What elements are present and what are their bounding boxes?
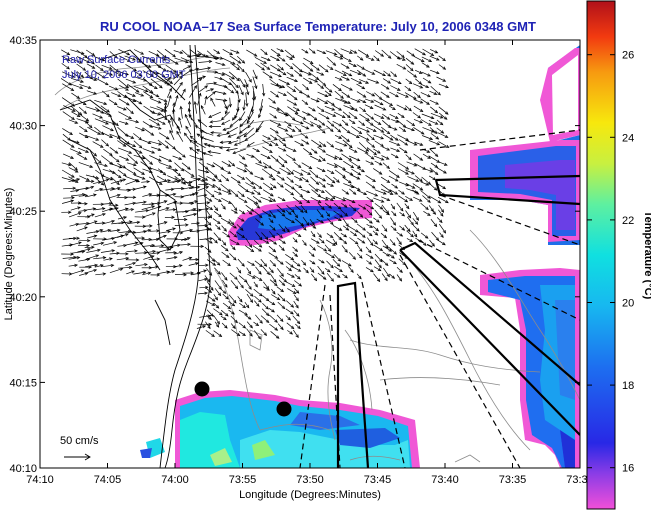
transect-lines: [299, 129, 580, 468]
station-marker: [194, 381, 210, 397]
x-tick-label: 73:55: [229, 474, 257, 486]
scale-label: 50 cm/s: [60, 435, 99, 447]
map-title: RU COOL NOAA–17 Sea Surface Temperature:…: [100, 19, 536, 34]
colorbar-tick-label: 16: [622, 463, 634, 475]
colorbar-tick-label: 20: [622, 297, 634, 309]
x-tick-label: 74:10: [26, 474, 54, 486]
x-tick-label: 73:35: [499, 474, 527, 486]
station-marker: [276, 401, 292, 417]
x-tick-label: 74:05: [94, 474, 122, 486]
y-tick-label: 40:15: [9, 377, 37, 389]
x-tick-label: 74:00: [161, 474, 189, 486]
colorbar-tick-label: 22: [622, 215, 634, 227]
y-axis-ticks: 40:35 40:30 40:25 40:20 40:15 40:10: [9, 35, 580, 475]
colorbar: [586, 0, 616, 510]
y-axis-label: Latitude (Degrees:Minutes): [3, 188, 15, 321]
sst-patch-south: [140, 390, 420, 468]
sst-patch-east: [480, 268, 580, 468]
legend-title: Raw Surface Currents: [62, 54, 171, 66]
scale-arrow-icon: [64, 453, 91, 461]
x-tick-label: 73:45: [364, 474, 392, 486]
colorbar-tick-label: 18: [622, 380, 634, 392]
y-tick-label: 40:25: [9, 206, 37, 218]
x-tick-label: 73:50: [296, 474, 324, 486]
y-tick-label: 40:30: [9, 121, 37, 133]
colorbar-tick-label: 24: [622, 132, 634, 144]
colorbar-ticks: 26 24 22 20 18 16: [587, 50, 634, 475]
colorbar-tick-label: 26: [622, 50, 634, 62]
x-axis-label: Longitude (Degrees:Minutes): [239, 489, 381, 501]
y-tick-label: 40:35: [9, 35, 37, 47]
colorbar-label: Temperature (°C): [642, 211, 651, 300]
legend-time: July 10, 2006 03:00 GMT: [62, 69, 186, 81]
bathymetry-contours: [54, 54, 580, 463]
y-tick-label: 40:20: [9, 292, 37, 304]
surface-current-vectors: [60, 48, 450, 340]
x-tick-label: 73:40: [431, 474, 459, 486]
y-tick-label: 40:10: [9, 463, 37, 475]
